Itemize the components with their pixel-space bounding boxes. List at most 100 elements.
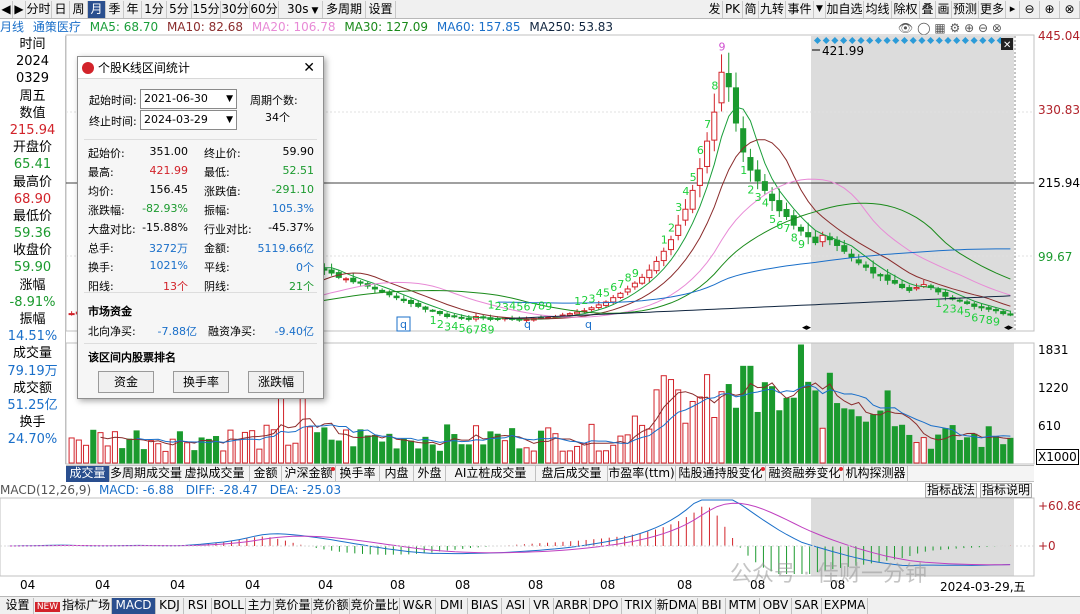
- period-tab-30s[interactable]: 30s ▼: [279, 1, 323, 18]
- bottom-indicator-tab[interactable]: 主力: [246, 598, 274, 614]
- bottom-indicator-tab[interactable]: 竞价量: [274, 598, 312, 614]
- nav-left-icon[interactable]: ◀: [0, 1, 13, 18]
- event-marker-icon[interactable]: [935, 36, 943, 45]
- q-marker[interactable]: q: [400, 318, 407, 331]
- bottom-indicator-tab[interactable]: MACD: [112, 598, 156, 614]
- indicator-tab[interactable]: 多周期成交量: [110, 466, 182, 482]
- stock-name[interactable]: 通策医疗: [32, 20, 81, 34]
- forecast-button[interactable]: 预测: [952, 1, 979, 18]
- bottom-indicator-tab[interactable]: 竞价量比: [350, 598, 400, 614]
- event-marker-icon[interactable]: [822, 36, 830, 45]
- add-icon[interactable]: ⊕: [964, 21, 975, 35]
- period-tab-quarter[interactable]: 季: [106, 1, 124, 18]
- bottom-indicator-tab[interactable]: 竞价额: [312, 598, 350, 614]
- indicator-tab[interactable]: 沪深金额: [282, 466, 336, 482]
- ma-button[interactable]: 均线: [864, 1, 892, 18]
- remove-icon[interactable]: ⊖: [977, 21, 989, 35]
- event-marker-icon[interactable]: [979, 36, 987, 45]
- period-tab-week[interactable]: 周: [70, 1, 88, 18]
- bottom-indicator-tab[interactable]: BIAS: [468, 598, 502, 614]
- indicator-tactic-button[interactable]: 指标战法: [925, 483, 977, 498]
- circle-icon[interactable]: ◯: [917, 21, 931, 35]
- event-marker-icon[interactable]: [883, 36, 891, 45]
- rank-by-change-button[interactable]: 涨跌幅: [248, 371, 304, 393]
- event-marker-icon[interactable]: [874, 36, 882, 45]
- end-time-select[interactable]: 2024-03-29 ▼: [140, 110, 237, 130]
- q-marker[interactable]: q: [524, 318, 531, 331]
- indicator-tab[interactable]: 融资融券变化: [766, 466, 844, 482]
- bottom-indicator-tab[interactable]: EXPMA: [822, 598, 868, 614]
- event-marker-icon[interactable]: [953, 36, 961, 45]
- more-button[interactable]: 更多: [979, 1, 1006, 18]
- bottom-indicator-tab[interactable]: DPO: [590, 598, 622, 614]
- indicator-tab[interactable]: 成交量: [66, 466, 110, 482]
- macd-name[interactable]: MACD(12,26,9): [0, 483, 92, 497]
- bottom-indicator-tab[interactable]: ARBR: [554, 598, 590, 614]
- event-marker-icon[interactable]: [866, 36, 874, 45]
- draw-button[interactable]: 画: [936, 1, 952, 18]
- event-marker-icon[interactable]: [857, 36, 865, 45]
- event-marker-icon[interactable]: [944, 36, 952, 45]
- q-marker[interactable]: q: [585, 318, 592, 331]
- indicator-tab[interactable]: AI立桩成交量: [446, 466, 536, 482]
- close-icon[interactable]: ⊗: [991, 21, 1002, 35]
- dialog-title-bar[interactable]: 个股K线区间统计 ✕: [78, 57, 323, 79]
- period-tab-intraday[interactable]: 分时: [26, 1, 52, 18]
- rank-by-funds-button[interactable]: 资金: [98, 371, 154, 393]
- multi-period-button[interactable]: 多周期: [323, 1, 366, 18]
- nav-right-icon[interactable]: ▶: [13, 1, 26, 18]
- bottom-indicator-tab[interactable]: BOLL: [212, 598, 246, 614]
- period-tab-15min[interactable]: 15分: [192, 1, 221, 18]
- bottom-indicator-tab[interactable]: VR: [530, 598, 554, 614]
- event-marker-icon[interactable]: [848, 36, 856, 45]
- period-tab-month[interactable]: 月: [88, 1, 106, 18]
- event-marker-icon[interactable]: [918, 36, 926, 45]
- settings-gear-icon[interactable]: ⚙: [949, 21, 961, 35]
- bottom-indicator-tab[interactable]: NEW 指标广场: [34, 598, 112, 614]
- bottom-indicator-tab[interactable]: ASI: [502, 598, 530, 614]
- indicator-tab[interactable]: 金额: [250, 466, 282, 482]
- rank-by-turnover-button[interactable]: 换手率: [173, 371, 229, 393]
- event-dropdown-icon[interactable]: ▼: [814, 1, 826, 18]
- bottom-indicator-tab[interactable]: W&R: [400, 598, 436, 614]
- dialog-close-icon[interactable]: ✕: [303, 60, 315, 76]
- overlay-button[interactable]: 叠: [920, 1, 936, 18]
- range-start-handle[interactable]: ◂▸: [802, 323, 812, 333]
- period-tab-5min[interactable]: 5分: [167, 1, 192, 18]
- collapse-icon[interactable]: ▸: [1006, 1, 1020, 18]
- settings-button[interactable]: 设置: [366, 1, 396, 18]
- tool-nine-turn-button[interactable]: 九转: [759, 1, 786, 18]
- indicator-tab[interactable]: 外盘: [414, 466, 446, 482]
- start-time-select[interactable]: 2021-06-30 ▼: [140, 89, 237, 109]
- period-tab-1min[interactable]: 1分: [142, 1, 167, 18]
- tool-event-button[interactable]: 事件: [786, 1, 814, 18]
- bottom-indicator-tab[interactable]: 新DMA: [656, 598, 698, 614]
- event-marker-icon[interactable]: [840, 36, 848, 45]
- indicator-tab[interactable]: 陆股通持股变化: [676, 466, 766, 482]
- tool-fa-button[interactable]: 发: [707, 1, 723, 18]
- event-marker-icon[interactable]: [927, 36, 935, 45]
- event-marker-icon[interactable]: [909, 36, 917, 45]
- event-marker-icon[interactable]: [987, 36, 996, 45]
- bottom-indicator-tab[interactable]: DMI: [436, 598, 468, 614]
- bottom-indicator-tab[interactable]: OBV: [760, 598, 792, 614]
- close-range-icon[interactable]: [1001, 38, 1013, 50]
- event-marker-icon[interactable]: [970, 36, 978, 45]
- event-marker-icon[interactable]: [892, 36, 900, 45]
- bottom-indicator-tab[interactable]: SAR: [792, 598, 822, 614]
- indicator-tab[interactable]: 虚拟成交量: [180, 466, 250, 482]
- tool-pk-button[interactable]: PK: [723, 1, 743, 18]
- ex-rights-button[interactable]: 除权: [892, 1, 920, 18]
- period-tab-30min[interactable]: 30分: [221, 1, 250, 18]
- range-end-handle[interactable]: ◂▸: [1004, 323, 1014, 333]
- indicator-desc-button[interactable]: 指标说明: [980, 483, 1032, 498]
- period-tab-year[interactable]: 年: [124, 1, 142, 18]
- indicator-tab[interactable]: 换手率: [336, 466, 380, 482]
- event-marker-icon[interactable]: [961, 36, 969, 45]
- indicator-tab[interactable]: 机构探测器: [844, 466, 908, 482]
- period-tab-day[interactable]: 日: [52, 1, 70, 18]
- bottom-indicator-tab[interactable]: 设置: [2, 598, 34, 614]
- event-marker-icon[interactable]: [831, 36, 839, 45]
- add-watchlist-button[interactable]: 加自选: [826, 1, 864, 18]
- grid-icon[interactable]: ▦: [934, 21, 946, 35]
